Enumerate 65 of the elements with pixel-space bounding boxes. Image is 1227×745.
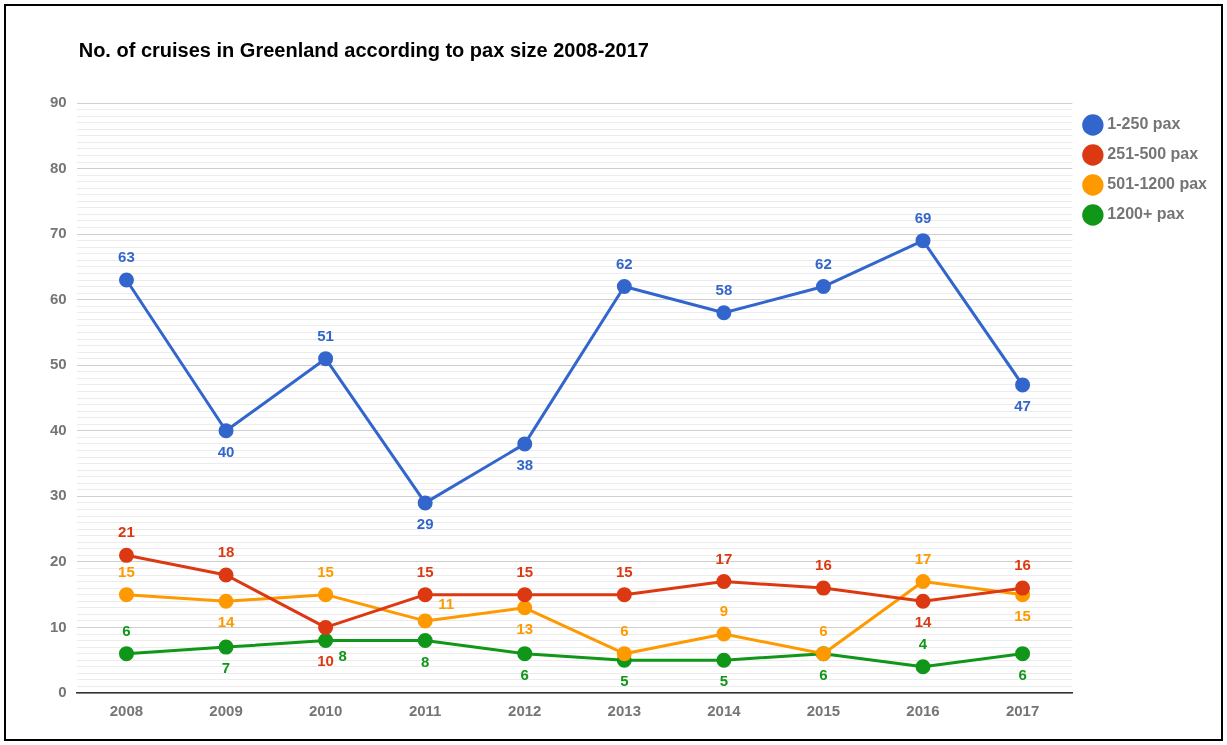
legend-label: 501-1200 pax bbox=[1107, 175, 1208, 193]
data-label: 6 bbox=[819, 665, 828, 683]
y-tick-label: 70 bbox=[50, 224, 67, 242]
data-label: 14 bbox=[914, 613, 933, 631]
data-label: 6 bbox=[1018, 665, 1027, 683]
y-tick-label: 10 bbox=[50, 617, 67, 635]
data-label: 63 bbox=[118, 248, 135, 266]
y-tick-label: 60 bbox=[50, 289, 67, 307]
y-tick-label: 0 bbox=[58, 683, 67, 701]
data-label: 69 bbox=[914, 208, 932, 226]
data-label: 14 bbox=[217, 613, 236, 631]
data-label: 15 bbox=[1014, 606, 1031, 624]
data-label: 38 bbox=[516, 456, 534, 474]
x-tick-label: 2012 bbox=[508, 702, 542, 720]
chart-title: No. of cruises in Greenland according to pax size 2008-2017 bbox=[78, 38, 649, 61]
data-label: 40 bbox=[217, 442, 235, 460]
data-label: 4 bbox=[918, 634, 928, 652]
y-tick-label: 50 bbox=[50, 355, 67, 373]
data-label: 11 bbox=[438, 595, 455, 613]
data-label: 8 bbox=[338, 646, 347, 664]
y-tick-label: 30 bbox=[50, 486, 67, 504]
data-label: 17 bbox=[715, 549, 733, 567]
x-tick-label: 2013 bbox=[607, 702, 641, 720]
data-label: 58 bbox=[715, 280, 733, 298]
data-label: 5 bbox=[620, 672, 629, 690]
y-tick-label: 90 bbox=[50, 93, 67, 111]
data-label: 15 bbox=[416, 562, 434, 580]
data-label: 16 bbox=[815, 556, 832, 574]
legend-label: 1-250 pax bbox=[1107, 115, 1181, 133]
x-tick-label: 2011 bbox=[408, 702, 442, 720]
data-label: 16 bbox=[1014, 556, 1031, 574]
legend-label: 251-500 pax bbox=[1107, 145, 1199, 163]
x-tick-label: 2014 bbox=[707, 702, 742, 720]
data-label: 15 bbox=[516, 562, 534, 580]
x-tick-label: 2017 bbox=[1005, 702, 1040, 720]
data-label: 62 bbox=[615, 254, 633, 272]
data-label: 15 bbox=[317, 562, 334, 580]
data-label: 29 bbox=[416, 515, 434, 533]
data-label: 8 bbox=[421, 652, 430, 670]
x-tick-label: 2010 bbox=[308, 702, 343, 720]
data-label: 18 bbox=[217, 543, 235, 561]
data-label: 6 bbox=[620, 621, 629, 639]
data-label: 47 bbox=[1014, 397, 1031, 415]
y-tick-label: 80 bbox=[50, 158, 67, 176]
x-tick-label: 2015 bbox=[806, 702, 841, 720]
legend-label: 1200+ pax bbox=[1107, 205, 1185, 223]
y-tick-label: 40 bbox=[50, 420, 67, 438]
data-label: 15 bbox=[118, 562, 135, 580]
data-label: 6 bbox=[520, 665, 529, 683]
data-label: 13 bbox=[516, 619, 534, 637]
y-tick-label: 20 bbox=[50, 552, 67, 570]
data-label: 7 bbox=[221, 659, 231, 677]
data-label: 15 bbox=[615, 562, 633, 580]
data-label: 62 bbox=[815, 254, 832, 272]
data-label: 51 bbox=[317, 326, 334, 344]
x-tick-label: 2016 bbox=[906, 702, 940, 720]
data-label: 21 bbox=[118, 523, 135, 541]
data-label: 6 bbox=[819, 621, 828, 639]
data-label: 17 bbox=[914, 549, 932, 567]
x-tick-label: 2008 bbox=[109, 702, 144, 720]
x-tick-label: 2009 bbox=[209, 702, 243, 720]
data-label: 5 bbox=[719, 672, 729, 690]
data-label: 9 bbox=[719, 602, 729, 620]
data-label: 6 bbox=[122, 621, 131, 639]
data-label: 10 bbox=[317, 651, 334, 669]
